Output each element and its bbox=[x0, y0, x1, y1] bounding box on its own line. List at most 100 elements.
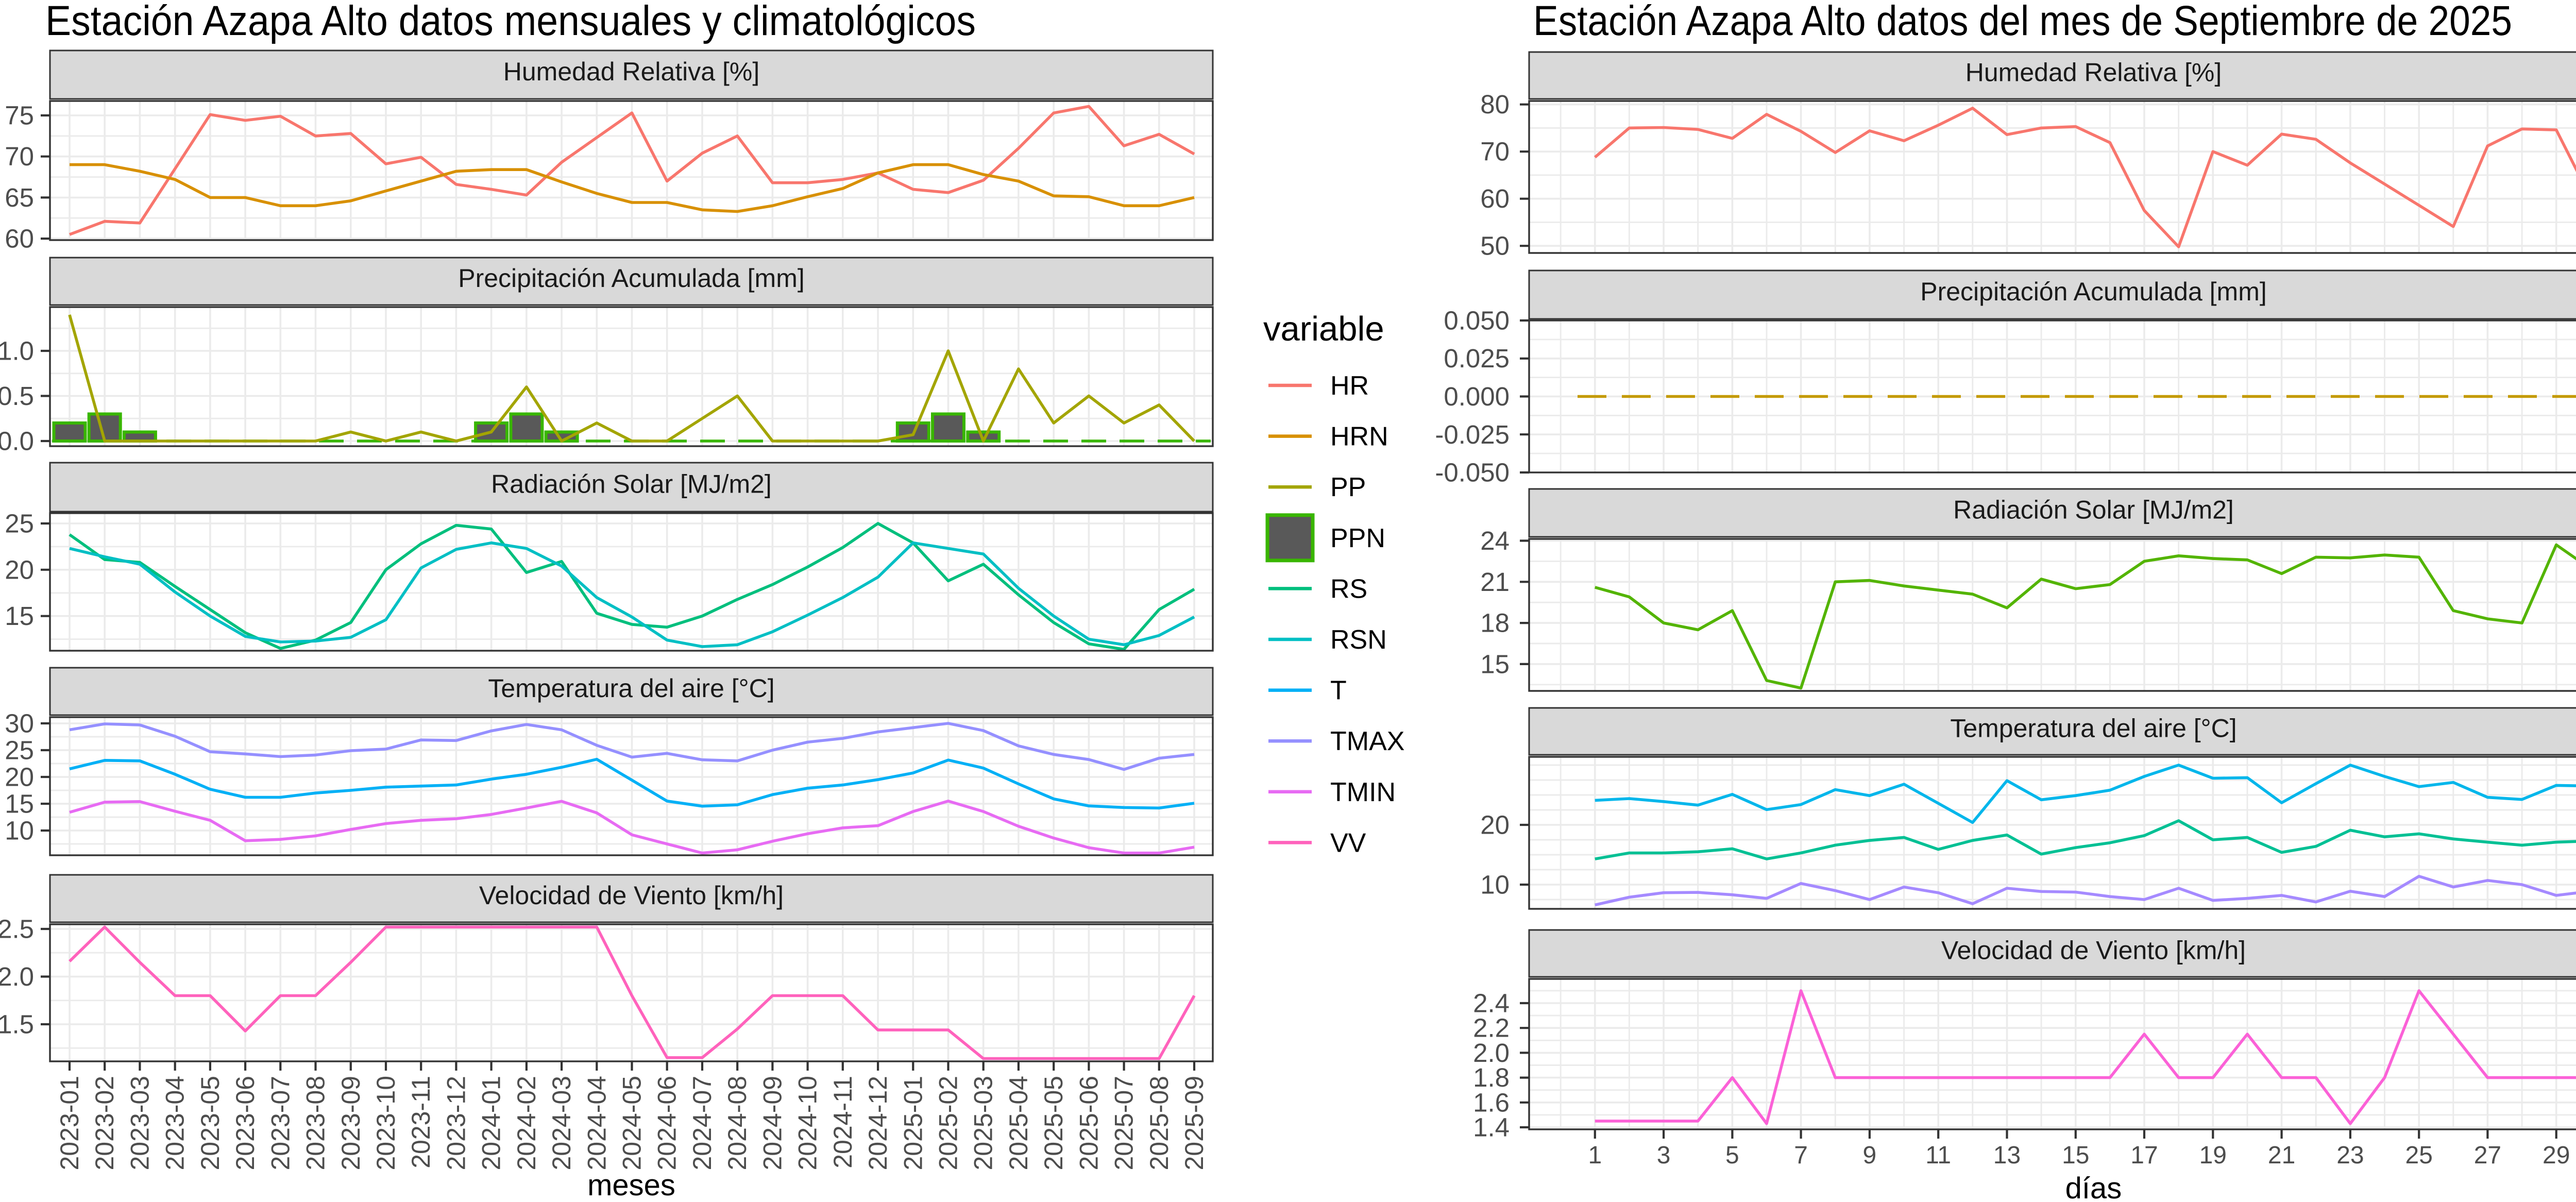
svg-text:2024-03: 2024-03 bbox=[547, 1076, 576, 1171]
svg-text:2024-12: 2024-12 bbox=[863, 1076, 892, 1171]
svg-text:2025-09: 2025-09 bbox=[1180, 1076, 1209, 1171]
svg-text:2025-08: 2025-08 bbox=[1145, 1076, 1174, 1171]
svg-text:VV: VV bbox=[1330, 828, 1366, 858]
svg-text:Radiación Solar [MJ/m2]: Radiación Solar [MJ/m2] bbox=[491, 470, 772, 499]
svg-text:2024-05: 2024-05 bbox=[618, 1076, 647, 1171]
svg-text:24: 24 bbox=[1480, 526, 1510, 555]
svg-text:Estación Azapa Alto datos del: Estación Azapa Alto datos del mes de Sep… bbox=[1533, 0, 2512, 44]
svg-text:20: 20 bbox=[5, 763, 34, 792]
svg-text:Estación Azapa Alto datos mens: Estación Azapa Alto datos mensuales y cl… bbox=[45, 0, 976, 44]
svg-text:2023-04: 2023-04 bbox=[161, 1076, 190, 1171]
svg-text:2024-08: 2024-08 bbox=[723, 1076, 752, 1171]
svg-text:Temperatura del aire [°C]: Temperatura del aire [°C] bbox=[488, 674, 774, 703]
svg-text:2024-01: 2024-01 bbox=[477, 1076, 506, 1171]
svg-text:1.6: 1.6 bbox=[1473, 1088, 1510, 1117]
svg-text:HRN: HRN bbox=[1330, 422, 1388, 452]
svg-text:7: 7 bbox=[1794, 1142, 1808, 1169]
svg-text:2.2: 2.2 bbox=[1473, 1013, 1510, 1043]
svg-text:17: 17 bbox=[2130, 1142, 2158, 1169]
svg-text:Velocidad de Viento [km/h]: Velocidad de Viento [km/h] bbox=[479, 881, 784, 910]
svg-text:T: T bbox=[1330, 676, 1347, 706]
svg-text:2024-09: 2024-09 bbox=[758, 1076, 787, 1171]
svg-text:0.0: 0.0 bbox=[0, 427, 34, 456]
svg-text:2.0: 2.0 bbox=[0, 962, 34, 991]
svg-text:1.5: 1.5 bbox=[0, 1010, 34, 1039]
svg-text:70: 70 bbox=[5, 142, 34, 171]
svg-text:Precipitación Acumulada [mm]: Precipitación Acumulada [mm] bbox=[1920, 277, 2267, 306]
svg-text:18: 18 bbox=[1480, 608, 1510, 638]
svg-text:2023-11: 2023-11 bbox=[406, 1076, 435, 1169]
svg-text:2023-02: 2023-02 bbox=[90, 1076, 119, 1171]
svg-text:RSN: RSN bbox=[1330, 625, 1387, 655]
svg-text:2024-02: 2024-02 bbox=[512, 1076, 541, 1171]
svg-text:PP: PP bbox=[1330, 472, 1366, 502]
svg-text:2024-06: 2024-06 bbox=[653, 1076, 682, 1171]
svg-text:15: 15 bbox=[5, 789, 34, 819]
svg-text:2023-07: 2023-07 bbox=[266, 1076, 295, 1171]
svg-text:2023-09: 2023-09 bbox=[336, 1076, 365, 1171]
svg-text:2024-11: 2024-11 bbox=[828, 1076, 857, 1169]
svg-text:27: 27 bbox=[2474, 1142, 2501, 1169]
svg-text:75: 75 bbox=[5, 101, 34, 130]
svg-text:15: 15 bbox=[2062, 1142, 2089, 1169]
svg-text:3: 3 bbox=[1657, 1142, 1671, 1169]
svg-text:Radiación Solar [MJ/m2]: Radiación Solar [MJ/m2] bbox=[1953, 496, 2234, 524]
svg-text:2025-01: 2025-01 bbox=[899, 1076, 927, 1171]
svg-text:meses: meses bbox=[587, 1169, 675, 1199]
svg-text:2024-04: 2024-04 bbox=[582, 1076, 611, 1171]
svg-text:23: 23 bbox=[2336, 1142, 2364, 1169]
svg-text:20: 20 bbox=[1480, 810, 1510, 840]
svg-text:2023-03: 2023-03 bbox=[125, 1076, 154, 1171]
svg-text:PPN: PPN bbox=[1330, 523, 1385, 553]
svg-text:10: 10 bbox=[5, 816, 34, 845]
svg-text:2023-01: 2023-01 bbox=[55, 1076, 84, 1171]
svg-text:2024-07: 2024-07 bbox=[688, 1076, 717, 1171]
svg-text:2023-10: 2023-10 bbox=[371, 1076, 400, 1171]
svg-text:2023-12: 2023-12 bbox=[442, 1076, 470, 1171]
svg-text:HR: HR bbox=[1330, 371, 1369, 401]
svg-text:60: 60 bbox=[1480, 184, 1510, 213]
svg-text:9: 9 bbox=[1863, 1142, 1877, 1169]
svg-text:Precipitación Acumulada [mm]: Precipitación Acumulada [mm] bbox=[458, 264, 805, 293]
svg-text:25: 25 bbox=[2405, 1142, 2433, 1169]
svg-text:5: 5 bbox=[1725, 1142, 1739, 1169]
svg-text:21: 21 bbox=[1480, 567, 1510, 597]
svg-text:variable: variable bbox=[1263, 310, 1384, 348]
svg-text:1: 1 bbox=[1588, 1142, 1602, 1169]
svg-text:11: 11 bbox=[1925, 1142, 1951, 1169]
svg-text:2025-05: 2025-05 bbox=[1039, 1076, 1068, 1171]
svg-text:0.050: 0.050 bbox=[1444, 306, 1510, 335]
svg-text:0.025: 0.025 bbox=[1444, 344, 1510, 373]
svg-text:Temperatura del aire [°C]: Temperatura del aire [°C] bbox=[1950, 714, 2236, 743]
svg-text:25: 25 bbox=[5, 736, 34, 765]
svg-text:29: 29 bbox=[2543, 1142, 2570, 1169]
svg-text:-0.050: -0.050 bbox=[1435, 458, 1510, 487]
svg-text:días: días bbox=[2065, 1172, 2122, 1199]
svg-text:0.5: 0.5 bbox=[0, 381, 34, 411]
svg-text:13: 13 bbox=[1993, 1142, 2021, 1169]
svg-text:30: 30 bbox=[5, 709, 34, 738]
svg-text:50: 50 bbox=[1480, 231, 1510, 261]
svg-text:2.0: 2.0 bbox=[1473, 1038, 1510, 1068]
svg-text:2025-07: 2025-07 bbox=[1110, 1076, 1139, 1171]
svg-text:19: 19 bbox=[2199, 1142, 2227, 1169]
svg-text:TMIN: TMIN bbox=[1330, 777, 1396, 807]
svg-text:2024-10: 2024-10 bbox=[793, 1076, 822, 1171]
svg-text:TMAX: TMAX bbox=[1330, 726, 1404, 756]
svg-text:70: 70 bbox=[1480, 137, 1510, 166]
svg-text:RS: RS bbox=[1330, 574, 1367, 604]
svg-text:Humedad Relativa [%]: Humedad Relativa [%] bbox=[503, 57, 759, 86]
svg-text:2025-03: 2025-03 bbox=[969, 1076, 998, 1171]
svg-text:10: 10 bbox=[1480, 870, 1510, 900]
svg-text:20: 20 bbox=[5, 555, 34, 584]
svg-text:2023-06: 2023-06 bbox=[231, 1076, 260, 1171]
svg-text:1.0: 1.0 bbox=[0, 336, 34, 366]
svg-text:1.4: 1.4 bbox=[1473, 1113, 1510, 1142]
svg-text:2.4: 2.4 bbox=[1473, 989, 1510, 1018]
svg-text:2023-08: 2023-08 bbox=[301, 1076, 330, 1171]
svg-text:21: 21 bbox=[2268, 1142, 2295, 1169]
svg-text:Humedad Relativa [%]: Humedad Relativa [%] bbox=[1965, 58, 2222, 87]
svg-text:80: 80 bbox=[1480, 90, 1510, 119]
svg-text:0.000: 0.000 bbox=[1444, 382, 1510, 411]
svg-text:15: 15 bbox=[5, 601, 34, 631]
